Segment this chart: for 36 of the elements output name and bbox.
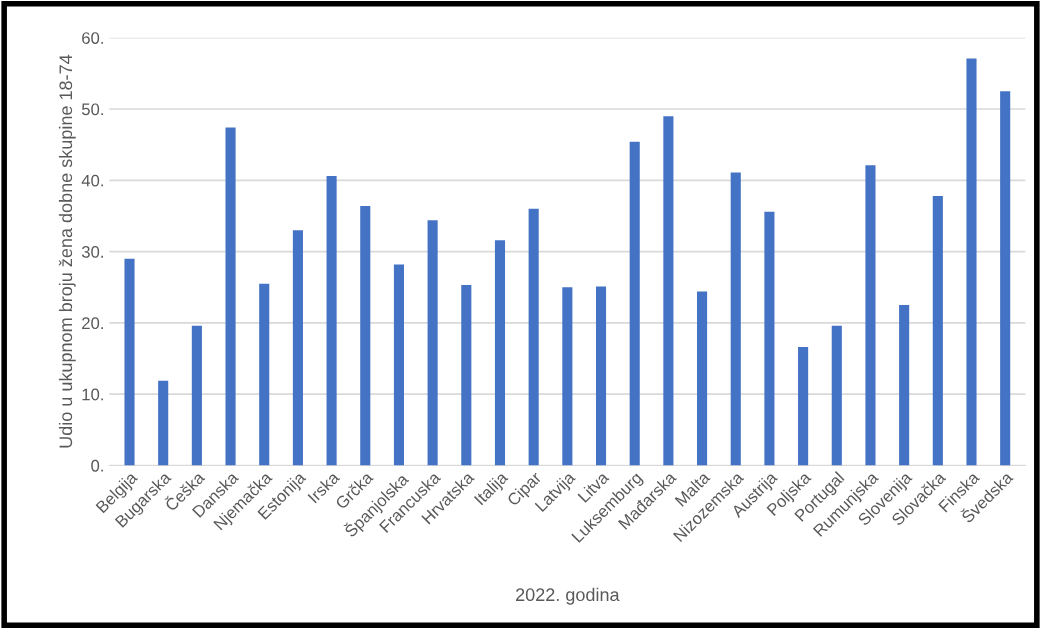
bar (831, 325, 842, 466)
bar (730, 172, 741, 466)
bar (663, 116, 674, 466)
bar (292, 230, 303, 466)
y-tick-label: 40. (81, 174, 103, 187)
bar (158, 380, 169, 466)
y-tick-label: 20. (82, 317, 103, 330)
bar (899, 305, 910, 466)
bar (865, 165, 876, 466)
bar (259, 283, 270, 466)
y-axis-title: Udio u ukupnom broju žena dobne skupine 18-74 (58, 54, 76, 448)
x-axis-title: 2022. godina (516, 587, 620, 605)
bar (461, 285, 472, 466)
bar (360, 205, 371, 466)
bar (393, 264, 404, 466)
bar (326, 176, 337, 466)
bar (124, 258, 135, 466)
bar (225, 127, 236, 466)
bar (697, 291, 708, 466)
bar (1000, 91, 1011, 466)
bar (191, 325, 202, 466)
bar (966, 58, 977, 466)
y-tick-label: 0. (91, 459, 103, 472)
bar (528, 208, 539, 466)
bar (764, 211, 775, 466)
bar (427, 220, 438, 466)
bar (932, 196, 943, 466)
y-tick-label: 60. (82, 32, 103, 44)
bar (798, 347, 809, 466)
y-tick-label: 50. (81, 103, 103, 116)
bar (494, 240, 506, 466)
y-tick-label: 30. (81, 246, 103, 258)
bar (562, 287, 573, 466)
bar (595, 286, 607, 466)
bar (629, 141, 640, 466)
y-tick-label: 10. (82, 388, 103, 401)
